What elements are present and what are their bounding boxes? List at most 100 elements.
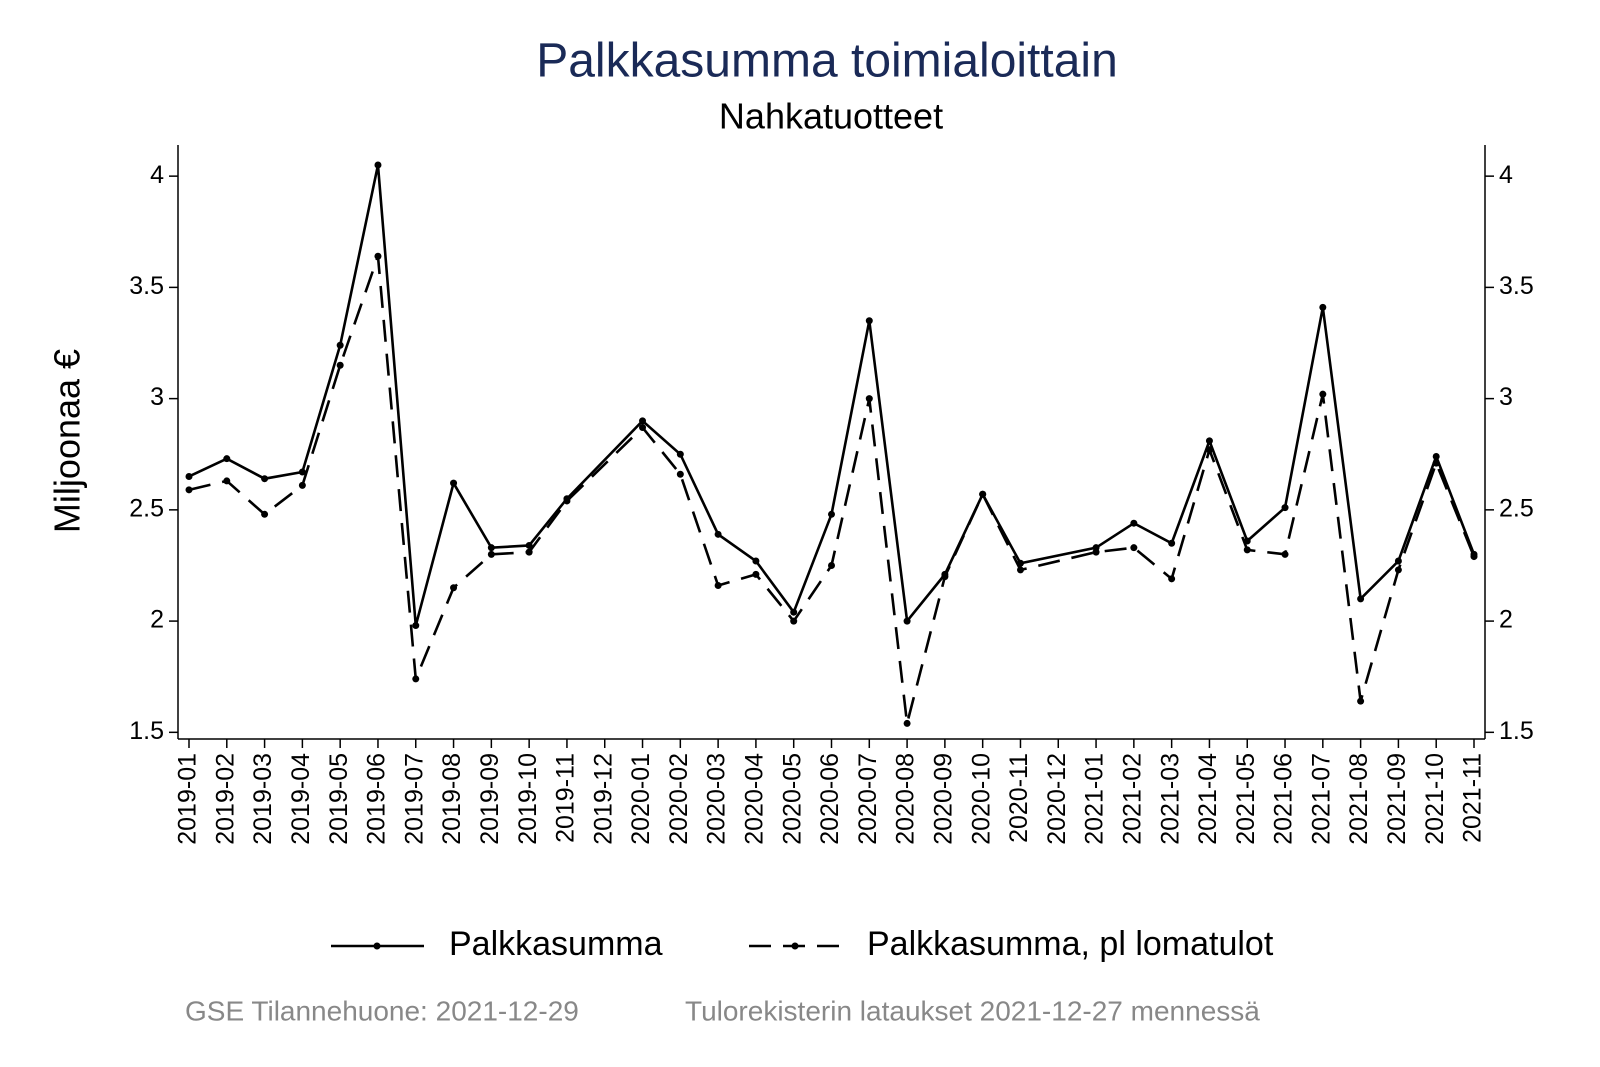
point [412,675,420,683]
x-tick-label: 2021-09 [1383,753,1411,845]
footer-right: Tulorekisterin lataukset 2021-12-27 menn… [685,995,1260,1026]
x-tick-label: 2021-07 [1307,753,1335,845]
y2-tick-label: 3.5 [1499,272,1534,300]
point [1243,546,1251,554]
x-tick-label: 2019-12 [589,753,617,845]
point [1205,437,1213,445]
point [676,470,684,478]
x-tick-label: 2021-04 [1194,753,1222,845]
x-tick-label: 2021-11 [1459,753,1487,843]
point [374,161,382,169]
legend-label: Palkkasumma, pl lomatulot [867,925,1274,963]
x-tick-label: 2021-05 [1232,753,1260,845]
point [790,608,798,616]
point [1130,519,1138,527]
x-tick-label: 2019-10 [514,753,542,845]
point [223,455,231,463]
x-tick-label: 2019-04 [287,753,315,845]
point [185,486,193,494]
point [1357,697,1365,705]
point [1432,459,1440,467]
point [714,530,722,538]
x-tick-label: 2020-07 [854,753,882,845]
x-tick-label: 2020-08 [892,753,920,845]
y2-tick-label: 3 [1499,383,1513,411]
x-tick-label: 2020-06 [816,753,844,845]
point [336,341,344,349]
x-tick-label: 2021-06 [1270,753,1298,845]
point [412,622,420,630]
y-tick-label: 4 [150,161,164,189]
point [1168,539,1176,547]
x-tick-label: 2020-05 [778,753,806,845]
point [676,450,684,458]
y-tick-label: 3.5 [129,272,164,300]
point [1394,557,1402,565]
point [1281,504,1289,512]
point [1016,566,1024,574]
point [450,584,458,592]
point [752,557,760,565]
y-tick-label: 2.5 [129,494,164,522]
point [1432,452,1440,460]
x-tick-label: 2019-02 [211,753,239,845]
point [1281,550,1289,558]
point [1168,575,1176,583]
point [563,497,571,505]
y2-tick-label: 2 [1499,606,1513,634]
point [1092,548,1100,556]
point [865,395,873,403]
point [1319,303,1327,311]
point [487,544,495,552]
point [714,581,722,589]
point [450,479,458,487]
point [979,490,987,498]
x-tick-label: 2020-03 [703,753,731,845]
point [298,481,306,489]
point [865,317,873,325]
point [1357,595,1365,603]
x-tick-label: 2019-01 [174,753,202,845]
point [374,252,382,260]
point [1394,566,1402,574]
point [487,550,495,558]
x-tick-label: 2019-11 [552,753,580,843]
point [525,548,533,556]
x-tick-label: 2019-05 [325,753,353,845]
point [525,541,533,549]
x-tick-label: 2021-10 [1421,753,1449,845]
point [828,561,835,569]
x-tick-label: 2020-04 [741,753,769,845]
y-tick-label: 1.5 [129,717,164,745]
y2-tick-label: 4 [1499,161,1513,189]
point [790,617,798,625]
x-tick-label: 2019-06 [363,753,391,845]
y-axis-label: Miljoonaa € [47,349,88,533]
x-tick-label: 2020-09 [929,753,957,845]
point [752,570,760,578]
x-tick-label: 2021-01 [1081,753,1109,845]
x-tick-label: 2019-08 [438,753,466,845]
y2-tick-label: 2.5 [1499,494,1534,522]
x-tick-label: 2019-07 [400,753,428,845]
point [336,361,344,369]
point [639,417,647,425]
legend-label: Palkkasumma [449,925,663,963]
x-tick-label: 2021-08 [1345,753,1373,845]
point [1319,390,1327,398]
point [1205,446,1213,454]
x-tick-label: 2020-01 [627,753,655,845]
footer-left: GSE Tilannehuone: 2021-12-29 [185,995,579,1026]
y-tick-label: 3 [150,383,164,411]
point [903,719,911,727]
point [903,617,911,625]
x-tick-label: 2019-03 [249,753,277,845]
chart-title: Palkkasumma toimialoittain [536,35,1118,88]
legend-marker [791,942,799,950]
point [1470,553,1478,561]
x-tick-label: 2020-12 [1043,753,1071,845]
x-tick-label: 2021-03 [1156,753,1184,845]
point [828,510,835,518]
chart-subtitle: Nahkatuotteet [719,96,943,137]
